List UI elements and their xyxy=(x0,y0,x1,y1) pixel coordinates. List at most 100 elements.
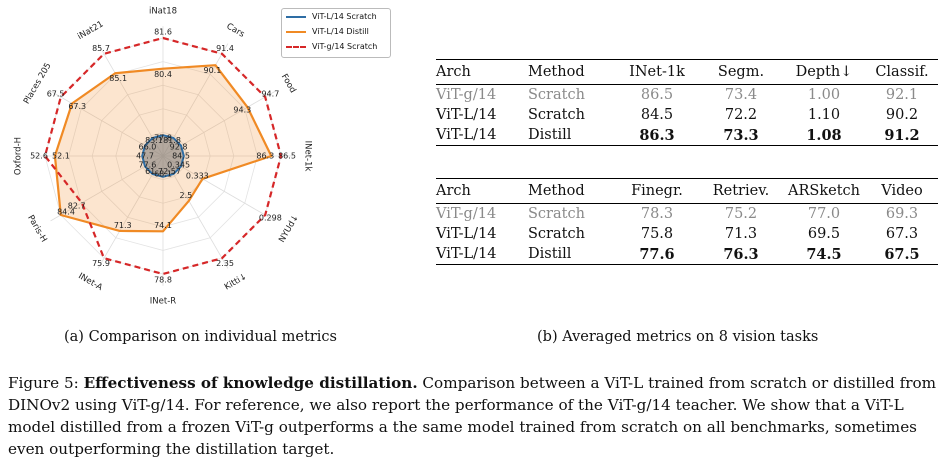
table-row: ViT-L/14 Distill 86.3 73.3 1.08 91.2 xyxy=(436,125,938,146)
radar-chart: iNat18CarsFoodINet-1kNYUd↓Kitti↓INet-RIN… xyxy=(13,6,313,307)
table-cell: 86.5 xyxy=(614,84,700,105)
value-label: 71.3 xyxy=(114,221,132,230)
value-label: 2.5 xyxy=(180,191,193,200)
series-polygon-0 xyxy=(141,134,185,178)
axis-label: INet-1k xyxy=(303,141,313,172)
value-label: 75.9 xyxy=(92,259,110,268)
axis-label: iNat21 xyxy=(76,19,105,42)
value-label: 92.8 xyxy=(170,143,188,152)
table-cell: 69.3 xyxy=(866,203,938,224)
table-header-cell: Finegr. xyxy=(614,178,700,204)
table-cell: ViT-L/14 xyxy=(436,107,497,123)
table-cell: 92.1 xyxy=(866,84,938,105)
figure-caption: Figure 5: Effectiveness of knowledge dis… xyxy=(8,372,943,460)
table-cell: 73.3 xyxy=(700,125,782,146)
table-cell: 67.5 xyxy=(866,244,938,265)
axis-label: Places 205 xyxy=(22,61,54,106)
table-row: ViT-L/14 Distill 77.6 76.3 74.5 67.5 xyxy=(436,244,938,265)
table-cell: Scratch xyxy=(528,203,614,224)
value-label: 84.4 xyxy=(57,208,75,217)
value-label: 86.3 xyxy=(256,152,274,161)
table-row: ViT-L/14 Scratch 84.5 72.2 1.10 90.2 xyxy=(436,105,938,125)
legend-item-vitl-distill: ViT-L/14 Distill xyxy=(282,24,390,39)
axis-label: Paris-H xyxy=(25,213,49,244)
value-label: 74.1 xyxy=(154,221,172,230)
table-header-cell: Retriev. xyxy=(700,178,782,204)
legend-swatch-blue xyxy=(286,15,306,18)
value-label: 81.6 xyxy=(154,28,172,37)
table-header-row: Arch Method INet-1k Segm. Depth↓ Classif. xyxy=(436,59,938,85)
value-label: 94.7 xyxy=(261,90,279,99)
table-cell: 1.10 xyxy=(807,107,841,123)
table-cell: ViT-g/14 xyxy=(436,203,528,224)
legend-swatch-orange xyxy=(286,30,306,33)
axis-label: Oxford-H xyxy=(13,137,23,175)
legend-label: ViT-L/14 Distill xyxy=(312,27,369,36)
axis-label: iNat18 xyxy=(149,6,177,16)
table-cell: 84.5 xyxy=(640,107,674,123)
table-cell: 72.2 xyxy=(724,107,758,123)
value-label: 91.4 xyxy=(216,44,234,53)
table-row: ViT-L/14 Scratch 75.8 71.3 69.5 67.3 xyxy=(436,224,938,244)
table-cell: Distill xyxy=(528,244,614,265)
value-label: 67.5 xyxy=(47,90,65,99)
value-label: 82.7 xyxy=(68,201,86,210)
value-label: 77.8 xyxy=(154,134,172,143)
value-label: 0.333 xyxy=(186,171,209,180)
table-cell: 86.3 xyxy=(614,125,700,146)
table-header-cell: Arch xyxy=(436,178,528,204)
table-cell: ViT-L/14 xyxy=(436,125,528,146)
table-cell: Scratch xyxy=(528,226,585,242)
subcaption-a: (a) Comparison on individual metrics xyxy=(64,329,337,345)
table-cell: 75.8 xyxy=(640,226,674,242)
averaged-metrics-table-1: Arch Method INet-1k Segm. Depth↓ Classif. ViT-… xyxy=(436,59,938,146)
legend-label: ViT-g/14 Scratch xyxy=(312,42,378,51)
table-header-cell: Depth↓ xyxy=(782,59,866,85)
chart-legend: ViT-L/14 Scratch ViT-L/14 Distill ViT-g/… xyxy=(281,8,391,58)
value-label: 94.3 xyxy=(233,106,251,115)
table-cell: ViT-L/14 xyxy=(436,244,528,265)
legend-swatch-red-dashed xyxy=(286,45,306,48)
series-polygon-2 xyxy=(43,36,283,276)
value-label: 52.1 xyxy=(52,152,70,161)
table-header-cell: INet-1k xyxy=(614,59,700,85)
value-label: 66.0 xyxy=(139,143,157,152)
table-header-cell: Method xyxy=(528,59,614,85)
value-label: 2.57 xyxy=(163,167,181,176)
value-label: 61.7 xyxy=(145,167,163,176)
value-label: 86.5 xyxy=(278,152,296,161)
value-label: 81.8 xyxy=(163,136,181,145)
caption-label: Figure 5: xyxy=(8,374,84,392)
table-header-cell: Segm. xyxy=(700,59,782,85)
table-cell: 78.3 xyxy=(614,203,700,224)
axis-label: Cars xyxy=(225,22,247,40)
value-label: 47.7 xyxy=(136,152,154,161)
axis-label: INet-R xyxy=(150,297,176,307)
value-label: 68.1 xyxy=(154,170,172,179)
value-label: 2.35 xyxy=(216,259,234,268)
table-header-cell: Classif. xyxy=(866,59,938,85)
axis-label: Food xyxy=(279,72,298,95)
table-cell: 91.2 xyxy=(866,125,938,146)
value-label: 77.6 xyxy=(139,161,157,170)
value-label: 0.345 xyxy=(167,161,190,170)
table-cell: Scratch xyxy=(528,107,585,123)
table-header-row: Arch Method Finegr. Retriev. ARSketch Video xyxy=(436,178,938,204)
legend-item-vitl-scratch: ViT-L/14 Scratch xyxy=(282,9,390,24)
value-label: 0.298 xyxy=(259,214,282,223)
table-cell: 69.5 xyxy=(807,226,841,242)
axis-label: Kitti↓ xyxy=(223,272,249,293)
table-cell: ViT-L/14 xyxy=(436,226,497,242)
table-cell: Distill xyxy=(528,125,614,146)
table-header-cell: ARSketch xyxy=(782,178,866,204)
table-row: ViT-g/14 Scratch 78.3 75.2 77.0 69.3 xyxy=(436,203,938,224)
table-cell: 76.3 xyxy=(700,244,782,265)
table-cell: 1.08 xyxy=(782,125,866,146)
table-cell: 77.6 xyxy=(614,244,700,265)
caption-text: Comparison between a ViT-L trained from … xyxy=(8,374,937,458)
table-cell: 67.3 xyxy=(885,226,919,242)
table-cell: 74.5 xyxy=(782,244,866,265)
table-row: ViT-g/14 Scratch 86.5 73.4 1.00 92.1 xyxy=(436,84,938,105)
value-label: 52.6 xyxy=(30,152,48,161)
value-label: 90.1 xyxy=(204,66,222,75)
